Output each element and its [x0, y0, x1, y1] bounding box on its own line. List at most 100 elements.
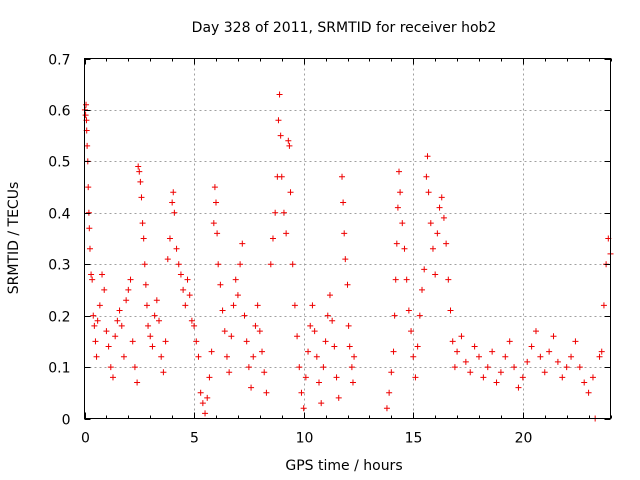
data-point-marker: [429, 245, 436, 252]
y-tick-label: 0.1: [48, 361, 70, 377]
data-point-marker: [109, 374, 116, 381]
data-point-marker: [84, 142, 91, 149]
data-point-marker: [85, 209, 92, 216]
data-point-marker: [149, 343, 156, 350]
data-point-marker: [275, 117, 282, 124]
data-point-marker: [585, 389, 592, 396]
data-point-marker: [388, 369, 395, 376]
data-point-marker: [393, 240, 400, 247]
data-point-marker: [489, 348, 496, 355]
data-points: [81, 91, 614, 422]
data-point-marker: [219, 307, 226, 314]
x-tick-label: 5: [190, 431, 199, 447]
data-point-marker: [322, 338, 329, 345]
data-point-marker: [105, 343, 112, 350]
data-point-marker: [554, 358, 561, 365]
data-point-marker: [340, 199, 347, 206]
plot-frame: [84, 58, 611, 419]
data-point-marker: [425, 189, 432, 196]
data-point-marker: [245, 364, 252, 371]
x-tick-label: 0: [81, 431, 90, 447]
data-point-marker: [449, 338, 456, 345]
data-point-marker: [572, 338, 579, 345]
axis-ticks: [84, 58, 612, 420]
data-point-marker: [399, 220, 406, 227]
data-point-marker: [147, 333, 154, 340]
data-point-marker: [120, 353, 127, 360]
data-point-marker: [397, 189, 404, 196]
data-point-marker: [143, 302, 150, 309]
data-point-marker: [390, 348, 397, 355]
data-point-marker: [480, 374, 487, 381]
data-point-marker: [223, 353, 230, 360]
y-tick-label: 0.4: [48, 207, 70, 223]
data-point-marker: [278, 173, 285, 180]
data-point-marker: [248, 384, 255, 391]
data-point-marker: [294, 333, 301, 340]
data-point-marker: [230, 302, 237, 309]
data-point-marker: [156, 317, 163, 324]
data-point-marker: [324, 312, 331, 319]
data-point-marker: [83, 101, 90, 108]
data-point-marker: [188, 317, 195, 324]
data-point-marker: [180, 286, 187, 293]
data-point-marker: [151, 312, 158, 319]
data-point-marker: [447, 307, 454, 314]
data-point-marker: [346, 343, 353, 350]
data-point-marker: [348, 364, 355, 371]
data-point-marker: [424, 153, 431, 160]
data-point-marker: [208, 348, 215, 355]
data-point-marker: [287, 189, 294, 196]
data-point-marker: [302, 374, 309, 381]
data-point-marker: [467, 369, 474, 376]
data-point-marker: [166, 235, 173, 242]
data-point-marker: [139, 220, 146, 227]
data-point-marker: [94, 317, 101, 324]
x-tick-label: 15: [405, 431, 423, 447]
data-point-marker: [280, 209, 287, 216]
data-point-marker: [589, 374, 596, 381]
data-point-marker: [134, 379, 141, 386]
data-point-marker: [226, 369, 233, 376]
tick-labels: 0 5 10 15 20 0 0.1 0.2 0.3 0.4 0.5 0.6 0.7: [48, 53, 532, 447]
data-point-marker: [259, 348, 266, 355]
data-point-marker: [331, 343, 338, 350]
data-point-marker: [107, 364, 114, 371]
data-point-marker: [237, 261, 244, 268]
data-point-marker: [127, 276, 134, 283]
x-tick-label: 10: [296, 431, 314, 447]
chart-title: Day 328 of 2011, SRMTID for receiver hob…: [192, 20, 497, 36]
data-point-marker: [186, 292, 193, 299]
data-point-marker: [493, 379, 500, 386]
data-point-marker: [392, 276, 399, 283]
data-point-marker: [153, 297, 160, 304]
data-point-marker: [169, 199, 176, 206]
data-point-marker: [419, 286, 426, 293]
data-point-marker: [298, 389, 305, 396]
data-point-marker: [546, 348, 553, 355]
data-point-marker: [206, 374, 213, 381]
data-point-marker: [342, 256, 349, 263]
data-point-marker: [412, 374, 419, 381]
y-tick-label: 0: [62, 413, 71, 429]
data-point-marker: [524, 358, 531, 365]
data-point-marker: [300, 405, 307, 412]
data-point-marker: [215, 261, 222, 268]
data-point-marker: [341, 230, 348, 237]
data-point-marker: [434, 230, 441, 237]
data-point-marker: [140, 235, 147, 242]
data-point-marker: [276, 91, 283, 98]
data-point-marker: [291, 302, 298, 309]
y-tick-label: 0.7: [48, 53, 70, 69]
data-point-marker: [118, 322, 125, 329]
data-point-marker: [394, 204, 401, 211]
data-point-marker: [173, 245, 180, 252]
data-point-marker: [596, 353, 603, 360]
data-point-marker: [313, 353, 320, 360]
data-point-marker: [296, 364, 303, 371]
data-point-marker: [506, 338, 513, 345]
data-point-marker: [277, 132, 284, 139]
data-point-marker: [129, 338, 136, 345]
data-point-marker: [563, 364, 570, 371]
